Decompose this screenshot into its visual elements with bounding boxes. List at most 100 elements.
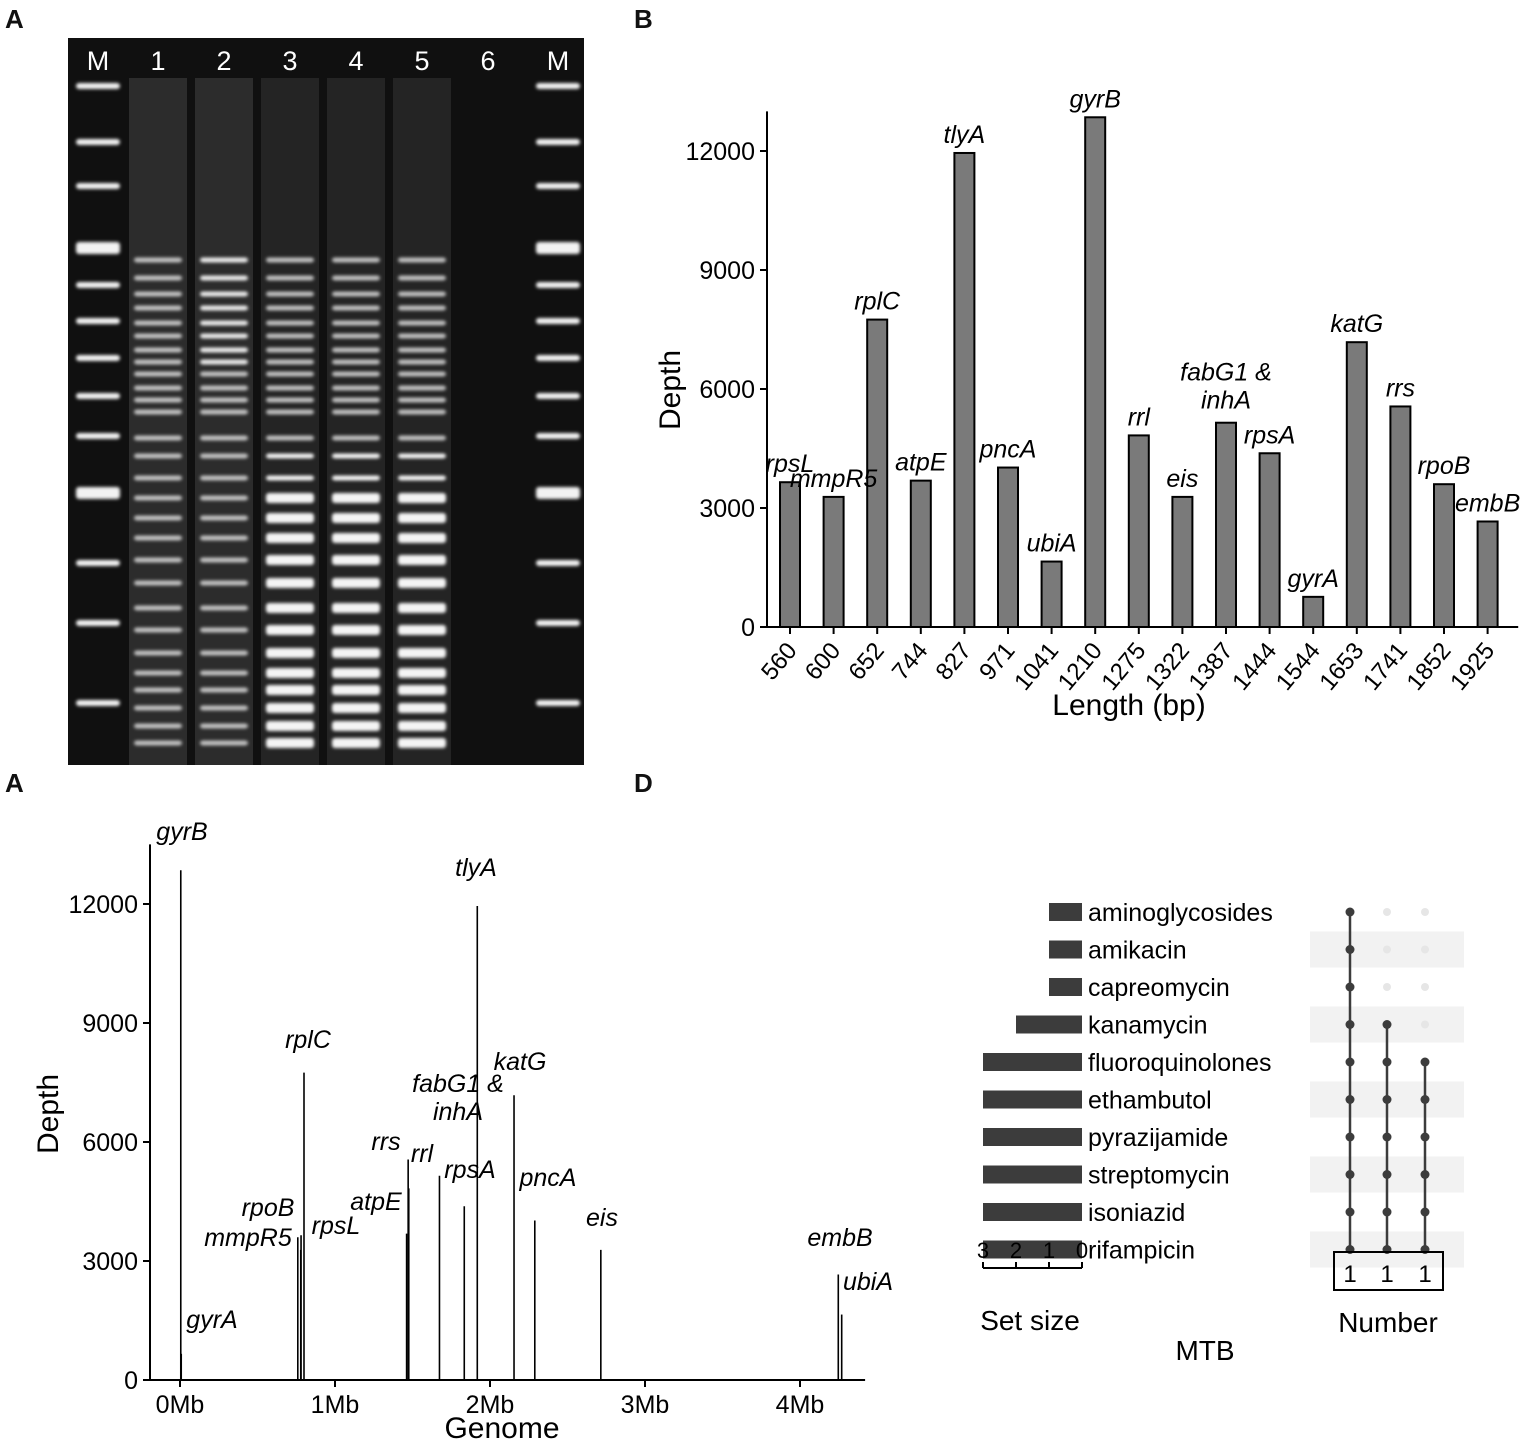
sample-band — [398, 475, 446, 481]
sample-band — [134, 723, 182, 729]
marker-band — [536, 560, 580, 566]
peak-label: eis — [586, 1204, 618, 1232]
set-size-bar — [983, 1053, 1082, 1071]
set-name: ethambutol — [1088, 1087, 1212, 1115]
sample-band — [266, 409, 314, 415]
sample-band — [134, 320, 182, 326]
x-tick-label: 0Mb — [156, 1391, 205, 1419]
x-tick-label: 1275 — [1096, 638, 1151, 696]
x-tick-label: 1653 — [1314, 638, 1369, 696]
marker-band — [536, 282, 580, 288]
panel-label-a-bottom: A — [5, 768, 24, 798]
peak-label: pncA — [519, 1164, 577, 1192]
x-tick-label: 1544 — [1271, 638, 1326, 696]
sample-band — [200, 257, 248, 263]
sample-band — [200, 495, 248, 501]
sample-band — [332, 257, 380, 263]
marker-band — [536, 355, 580, 361]
bar — [1433, 483, 1455, 629]
y-tick-label: 9000 — [699, 257, 755, 285]
number-title: Number — [1338, 1307, 1438, 1338]
gel-lane — [129, 78, 187, 765]
sample-band — [134, 385, 182, 391]
peak-label: rpsL — [312, 1212, 361, 1240]
x-tick-label: 3Mb — [621, 1391, 670, 1419]
sample-band — [332, 397, 380, 403]
set-name: amikacin — [1088, 937, 1187, 965]
sample-band — [134, 627, 182, 633]
bar-label: rplC — [854, 288, 901, 316]
sample-band — [200, 275, 248, 281]
marker-band — [76, 393, 120, 399]
sample-band — [332, 385, 380, 391]
sample-band — [134, 705, 182, 711]
bar — [779, 481, 801, 629]
membership-dot — [1383, 983, 1391, 991]
sample-band — [266, 257, 314, 263]
set-name: aminoglycosides — [1088, 899, 1273, 927]
bar-label: eis — [1166, 465, 1198, 493]
sample-band — [266, 668, 314, 678]
sample-band — [398, 371, 446, 377]
sample-band — [332, 513, 380, 523]
x-tick-label: 600 — [800, 638, 846, 686]
sample-band — [332, 668, 380, 678]
peak-label: rplC — [285, 1026, 332, 1054]
sample-band — [398, 513, 446, 523]
sample-band — [332, 453, 380, 459]
sample-band — [398, 555, 446, 565]
marker-band — [76, 282, 120, 288]
sample-band — [200, 515, 248, 521]
set-name: pyrazijamide — [1088, 1124, 1228, 1152]
sample-band — [266, 738, 314, 748]
x-tick-label: 1210 — [1053, 638, 1108, 696]
sample-band — [200, 371, 248, 377]
sample-band — [398, 409, 446, 415]
sample-band — [266, 333, 314, 339]
sample-band — [200, 705, 248, 711]
set-size-tick-label: 1 — [1043, 1238, 1055, 1263]
gel-lane-label: M — [87, 46, 110, 76]
membership-dot — [1421, 908, 1429, 916]
peak-label: rpoB — [242, 1194, 295, 1222]
sample-band — [332, 685, 380, 695]
sample-band — [134, 435, 182, 441]
set-size-bar — [983, 1090, 1082, 1109]
y-axis-title: Depth — [654, 350, 687, 430]
bar — [1476, 520, 1499, 628]
marker-band — [76, 487, 120, 499]
peak-label: ubiA — [843, 1268, 893, 1296]
sample-band — [332, 371, 380, 377]
bar-label: inhA — [1201, 387, 1251, 415]
sample-band — [266, 359, 314, 365]
gel-lane-label: M — [547, 46, 570, 76]
sample-band — [266, 385, 314, 391]
marker-band — [536, 620, 580, 626]
sample-band — [200, 333, 248, 339]
sample-band — [398, 397, 446, 403]
sample-band — [266, 435, 314, 441]
sample-band — [200, 291, 248, 297]
bar-label: gyrA — [1287, 565, 1338, 593]
sample-band — [398, 453, 446, 459]
sample-band — [200, 397, 248, 403]
sample-band — [134, 670, 182, 676]
intersection-count: 1 — [1380, 1261, 1393, 1288]
bar — [1302, 595, 1325, 628]
marker-band — [536, 83, 580, 89]
marker-band — [76, 700, 120, 706]
x-tick-label: 1925 — [1445, 638, 1500, 696]
sample-band — [332, 721, 380, 731]
sample-band — [398, 493, 446, 503]
peak-label: embB — [807, 1224, 872, 1252]
sample-band — [200, 435, 248, 441]
set-size-bar — [1049, 940, 1082, 959]
set-name: rifampicin — [1088, 1237, 1195, 1265]
sample-band — [266, 493, 314, 503]
peak-label: katG — [494, 1048, 547, 1076]
panel-label-d: D — [634, 768, 653, 798]
sample-band — [398, 347, 446, 353]
sample-band — [200, 580, 248, 586]
sample-band — [266, 703, 314, 713]
sample-band — [134, 333, 182, 339]
